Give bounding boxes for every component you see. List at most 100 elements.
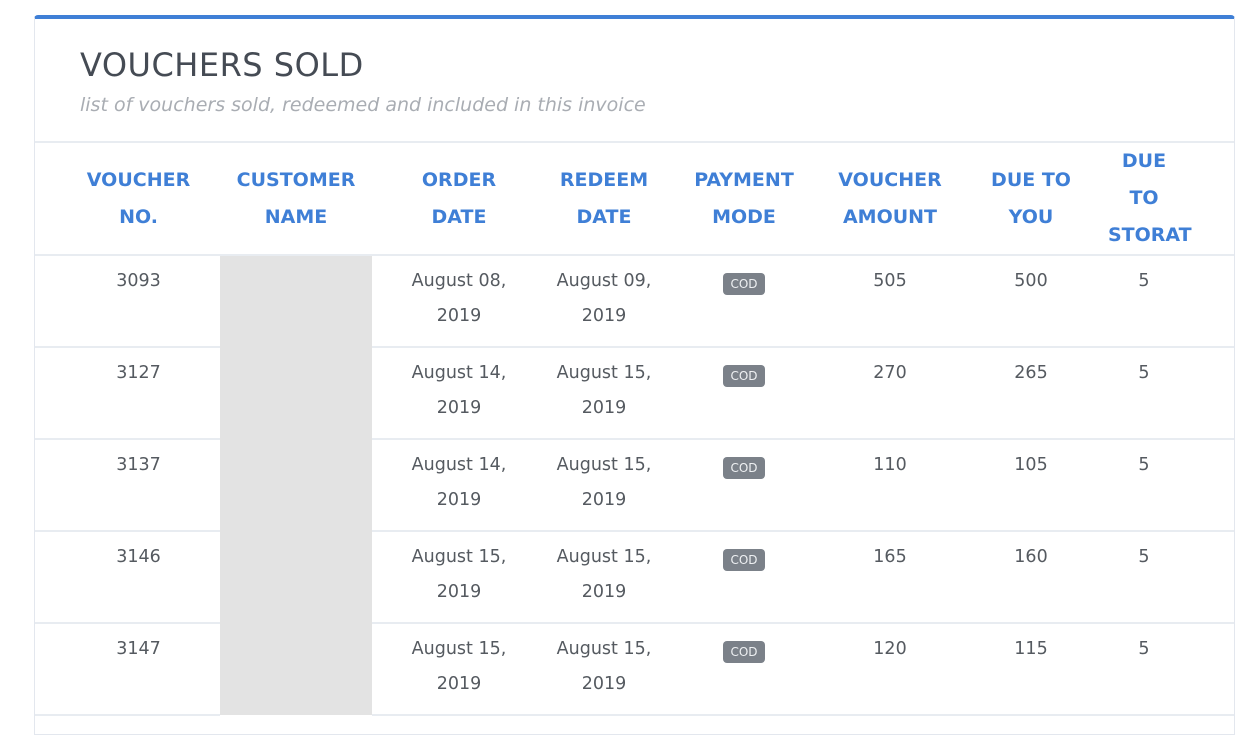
column-header-voucher-no: VOUCHER NO.	[35, 143, 220, 256]
table-row: 3127 August 14, 2019 August 15, 2019 COD 270 26…	[35, 347, 1234, 440]
cell-due-to-you: 105	[954, 439, 1108, 532]
redacted-customer-name	[220, 439, 372, 531]
cell-due-to-you: 160	[954, 531, 1108, 624]
cell-payment-mode: COD	[662, 347, 826, 440]
payment-mode-badge: COD	[723, 549, 765, 571]
column-header-text: NO.	[119, 205, 158, 228]
cell-voucher-amount: 270	[826, 347, 954, 440]
cell-redeem-date: August 15, 2019	[546, 439, 662, 532]
redacted-customer-name	[220, 255, 372, 347]
table-header-row: VOUCHER NO. CUSTOMER NAME ORDER DATE REDEEM DAT…	[35, 143, 1234, 256]
column-header-text: YOU	[1008, 205, 1054, 228]
cell-voucher-amount: 110	[826, 439, 954, 532]
order-date-line: 2019	[436, 674, 482, 694]
column-header-voucher-amount: VOUCHER AMOUNT	[826, 143, 954, 256]
redacted-customer-name	[220, 623, 372, 715]
cell-payment-mode: COD	[662, 439, 826, 532]
cell-voucher-no: 3093	[35, 255, 220, 348]
payment-mode-badge: COD	[723, 457, 765, 479]
cell-due-to-storat: 5	[1108, 623, 1234, 716]
cell-order-date: August 08, 2019	[372, 255, 546, 348]
order-date-line: August 14,	[411, 455, 507, 475]
cell-voucher-no: 3147	[35, 623, 220, 716]
cell-voucher-amount: 505	[826, 255, 954, 348]
column-header-order-date: ORDER DATE	[372, 143, 546, 256]
cell-voucher-amount: 165	[826, 531, 954, 624]
order-date-line: 2019	[436, 490, 482, 510]
payment-mode-badge: COD	[723, 273, 765, 295]
cell-voucher-no: 3137	[35, 439, 220, 532]
cell-due-to-you: 265	[954, 347, 1108, 440]
cell-voucher-no: 3127	[35, 347, 220, 440]
column-header-text: MODE	[712, 205, 776, 228]
redeem-date-line: 2019	[581, 306, 627, 326]
column-header-text: DATE	[576, 205, 632, 228]
order-date-line: August 15,	[411, 639, 507, 659]
cell-due-to-storat: 5	[1108, 255, 1234, 348]
section-title: VOUCHERS SOLD	[80, 46, 364, 84]
redeem-date-line: 2019	[581, 674, 627, 694]
table-row: 3137 August 14, 2019 August 15, 2019 COD 110 10…	[35, 439, 1234, 532]
cell-due-to-you: 115	[954, 623, 1108, 716]
column-header-text: AMOUNT	[842, 205, 938, 228]
column-header-redeem-date: REDEEM DATE	[546, 143, 662, 256]
order-date-line: August 08,	[411, 271, 507, 291]
column-header-text: VOUCHER	[838, 168, 942, 191]
column-header-payment-mode: PAYMENT MODE	[662, 143, 826, 256]
redacted-customer-name	[220, 531, 372, 623]
cell-voucher-amount: 120	[826, 623, 954, 716]
vouchers-sold-card: VOUCHERS SOLD list of vouchers sold, red…	[34, 15, 1235, 735]
column-header-text: ORDER	[421, 168, 497, 191]
cell-redeem-date: August 15, 2019	[546, 531, 662, 624]
cell-due-to-storat: 5	[1108, 347, 1234, 440]
column-header-text: STORAT	[1108, 224, 1192, 246]
redeem-date-line: 2019	[581, 582, 627, 602]
cell-payment-mode: COD	[662, 623, 826, 716]
column-header-text: DUE TO	[1121, 150, 1167, 209]
order-date-line: August 14,	[411, 363, 507, 383]
column-header-due-to-storat: DUE TO STORAT	[1108, 143, 1234, 256]
column-header-text: NAME	[264, 205, 328, 228]
card-header: VOUCHERS SOLD list of vouchers sold, red…	[35, 19, 1234, 143]
cell-order-date: August 14, 2019	[372, 347, 546, 440]
cell-payment-mode: COD	[662, 255, 826, 348]
redeem-date-line: August 15,	[556, 639, 652, 659]
redeem-date-line: August 09,	[556, 271, 652, 291]
order-date-line: August 15,	[411, 547, 507, 567]
column-header-text: REDEEM	[559, 168, 649, 191]
cell-payment-mode: COD	[662, 531, 826, 624]
column-header-text: PAYMENT	[694, 168, 794, 191]
cell-due-to-you: 500	[954, 255, 1108, 348]
payment-mode-badge: COD	[723, 641, 765, 663]
order-date-line: 2019	[436, 582, 482, 602]
table-row: 3146 August 15, 2019 August 15, 2019 COD 165 16…	[35, 531, 1234, 624]
cell-redeem-date: August 15, 2019	[546, 347, 662, 440]
cell-redeem-date: August 09, 2019	[546, 255, 662, 348]
payment-mode-badge: COD	[723, 365, 765, 387]
cell-order-date: August 15, 2019	[372, 531, 546, 624]
cell-order-date: August 15, 2019	[372, 623, 546, 716]
redacted-customer-name	[220, 347, 372, 439]
column-header-text: DATE	[431, 205, 487, 228]
column-header-text: VOUCHER	[86, 168, 191, 191]
order-date-line: 2019	[436, 398, 482, 418]
vouchers-table: VOUCHER NO. CUSTOMER NAME ORDER DATE REDEEM DAT…	[35, 143, 1234, 716]
cell-order-date: August 14, 2019	[372, 439, 546, 532]
redeem-date-line: August 15,	[556, 455, 652, 475]
order-date-line: 2019	[436, 306, 482, 326]
redeem-date-line: August 15,	[556, 363, 652, 383]
cell-due-to-storat: 5	[1108, 439, 1234, 532]
column-header-text: DUE TO	[991, 168, 1071, 191]
section-subtitle: list of vouchers sold, redeemed and incl…	[80, 94, 646, 116]
cell-due-to-storat: 5	[1108, 531, 1234, 624]
redeem-date-line: 2019	[581, 398, 627, 418]
cell-voucher-no: 3146	[35, 531, 220, 624]
column-header-due-to-you: DUE TO YOU	[954, 143, 1108, 256]
column-header-customer-name: CUSTOMER NAME	[220, 143, 372, 256]
redeem-date-line: 2019	[581, 490, 627, 510]
table-row: 3147 August 15, 2019 August 15, 2019 COD 120 11…	[35, 623, 1234, 716]
column-header-text: CUSTOMER	[236, 168, 356, 191]
table-row: 3093 August 08, 2019 August 09, 2019 COD 505 50…	[35, 255, 1234, 348]
cell-redeem-date: August 15, 2019	[546, 623, 662, 716]
redeem-date-line: August 15,	[556, 547, 652, 567]
